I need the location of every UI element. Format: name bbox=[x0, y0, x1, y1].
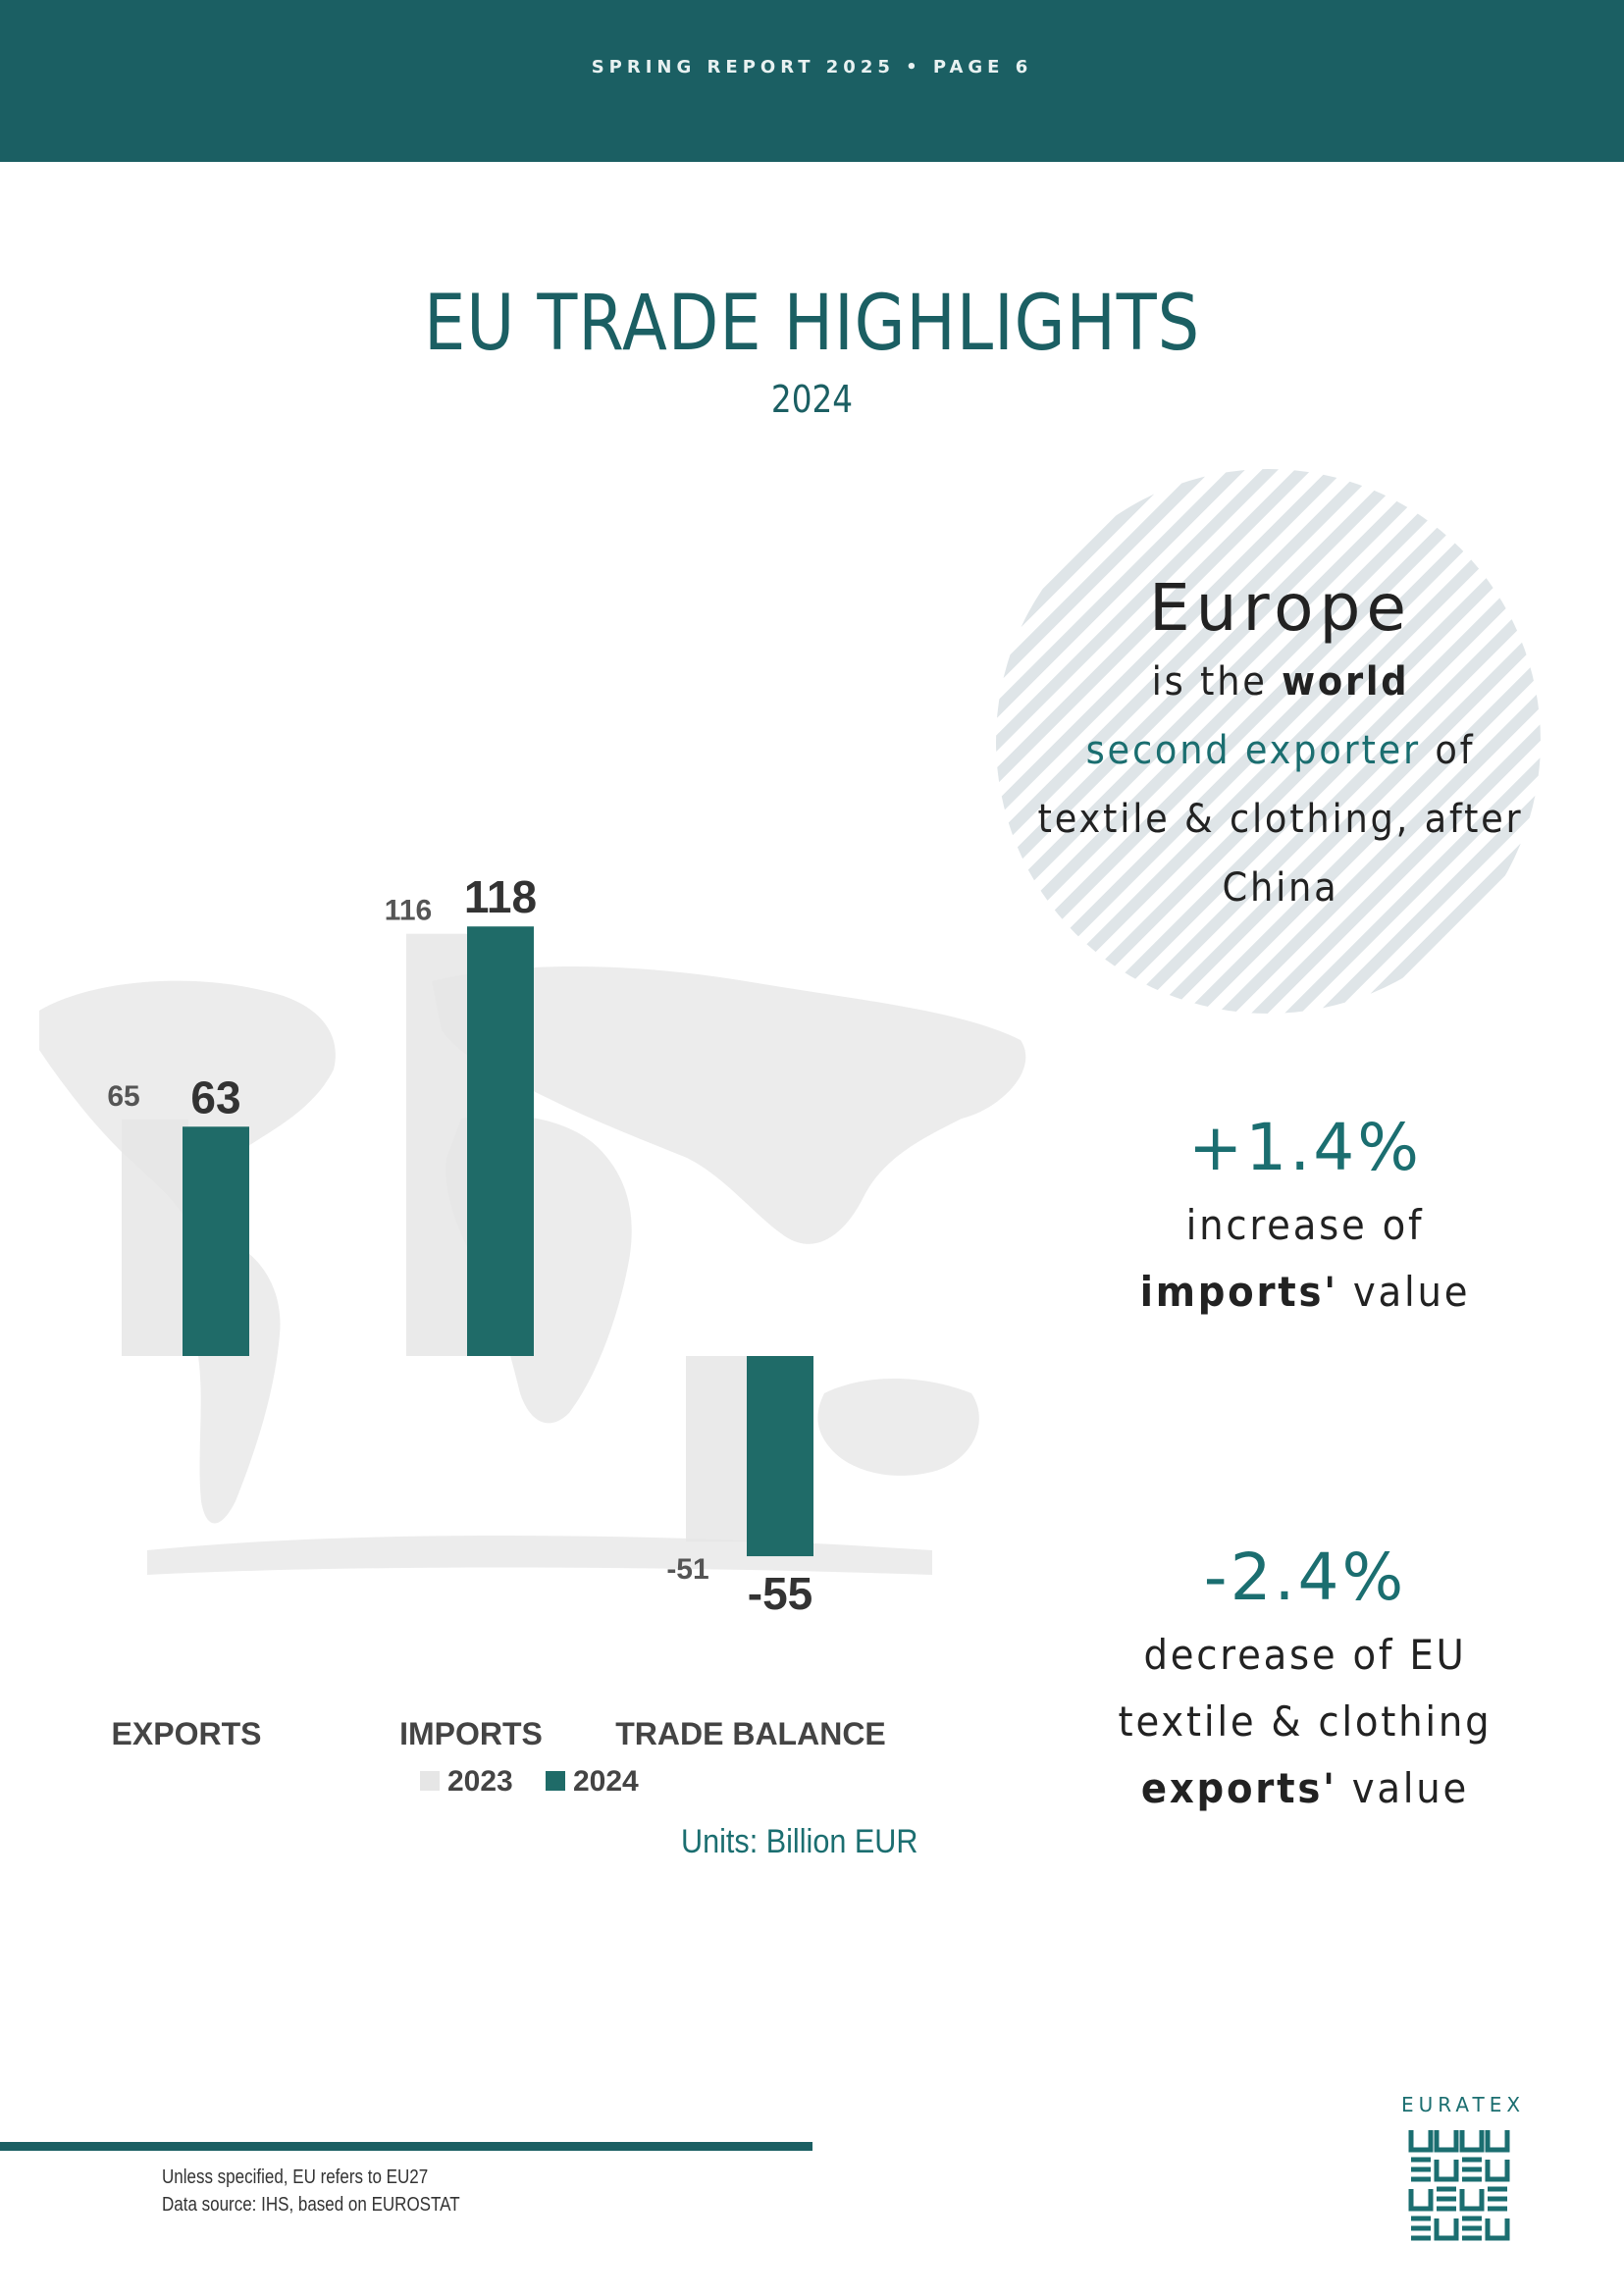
bar-imports-2023 bbox=[406, 933, 473, 1356]
stat-imports-value: +1.4% bbox=[1188, 1110, 1422, 1185]
logo-wordmark: EURATEX bbox=[1401, 2093, 1526, 2116]
bar-imports-2024 bbox=[467, 926, 534, 1356]
stat-exports-line-3: exports' value bbox=[1140, 1764, 1470, 1812]
footer-rule bbox=[0, 2142, 812, 2151]
legend-swatch-2023 bbox=[420, 1771, 440, 1791]
highlight-europe: Europe bbox=[1148, 570, 1413, 646]
value-label-exports-2023: 65 bbox=[107, 1080, 139, 1113]
legend-swatch-2024 bbox=[546, 1771, 565, 1791]
highlight-text: Europe is the world second exporter of t… bbox=[996, 569, 1565, 922]
bar-exports-2023 bbox=[122, 1119, 188, 1356]
bar-exports-2024 bbox=[183, 1126, 249, 1356]
stat-imports: +1.4% increase of imports' value bbox=[1040, 1104, 1570, 1326]
legend-label-2024: 2024 bbox=[573, 1765, 639, 1798]
bar-trade-balance-2023 bbox=[686, 1356, 753, 1542]
page-title: EU TRADE HIGHLIGHTS bbox=[423, 280, 1201, 368]
legend-label-2023: 2023 bbox=[447, 1765, 513, 1798]
category-label-imports: IMPORTS bbox=[399, 1716, 543, 1751]
highlight-circle bbox=[996, 469, 1541, 1014]
stat-imports-line-2: imports' value bbox=[1139, 1268, 1471, 1316]
highlight-line-5: China bbox=[1222, 865, 1339, 911]
value-label-trade-balance-2023: -51 bbox=[666, 1553, 708, 1586]
category-label-trade-balance: TRADE BALANCE bbox=[615, 1716, 886, 1751]
labels-layer: 65 63 EXPORTS 116 118 IMPORTS -51 -55 TRADE BALA… bbox=[107, 871, 885, 1751]
header-bar: SPRING REPORT 2025 • PAGE 6 bbox=[0, 0, 1624, 162]
chart-legend: 2023 2024 bbox=[420, 1765, 639, 1798]
footnote-eu27: Unless specified, EU refers to EU27 bbox=[162, 2166, 429, 2188]
chart-units: Units: Billion EUR bbox=[681, 1823, 918, 1860]
page-subtitle: 2024 bbox=[770, 378, 854, 421]
value-label-imports-2023: 116 bbox=[385, 895, 432, 927]
highlight-line-4: textile & clothing, after bbox=[1037, 797, 1524, 842]
value-label-exports-2024: 63 bbox=[190, 1071, 240, 1122]
stat-exports-line-1: decrease of EU bbox=[1143, 1631, 1467, 1679]
highlight-line-2: is the world bbox=[1151, 659, 1410, 704]
trade-chart: 65 63 EXPORTS 116 118 IMPORTS -51 -55 TRADE BALA… bbox=[0, 687, 1099, 1913]
logo-mark-icon bbox=[1408, 2130, 1510, 2241]
stat-exports-line-2: textile & clothing bbox=[1118, 1697, 1493, 1746]
running-title: SPRING REPORT 2025 • PAGE 6 bbox=[591, 57, 1033, 78]
value-label-imports-2024: 118 bbox=[464, 871, 537, 922]
bar-trade-balance-2024 bbox=[747, 1356, 813, 1557]
stat-imports-line-1: increase of bbox=[1185, 1201, 1425, 1249]
bars-layer bbox=[122, 926, 813, 1557]
euratex-logo: EURATEX bbox=[1401, 2093, 1526, 2260]
highlight-line-3: second exporter of bbox=[1085, 728, 1476, 773]
category-label-exports: EXPORTS bbox=[112, 1716, 262, 1751]
trade-chart-svg: 65 63 EXPORTS 116 118 IMPORTS -51 -55 TRADE BALA… bbox=[39, 871, 1026, 1798]
value-label-trade-balance-2024: -55 bbox=[748, 1568, 812, 1619]
stat-exports: -2.4% decrease of EU textile & clothing … bbox=[1040, 1534, 1570, 1822]
footnote-source: Data source: IHS, based on EUROSTAT bbox=[162, 2194, 460, 2216]
footnote: Unless specified, EU refers to EU27 Data… bbox=[162, 2164, 460, 2218]
stat-exports-value: -2.4% bbox=[1203, 1539, 1407, 1615]
